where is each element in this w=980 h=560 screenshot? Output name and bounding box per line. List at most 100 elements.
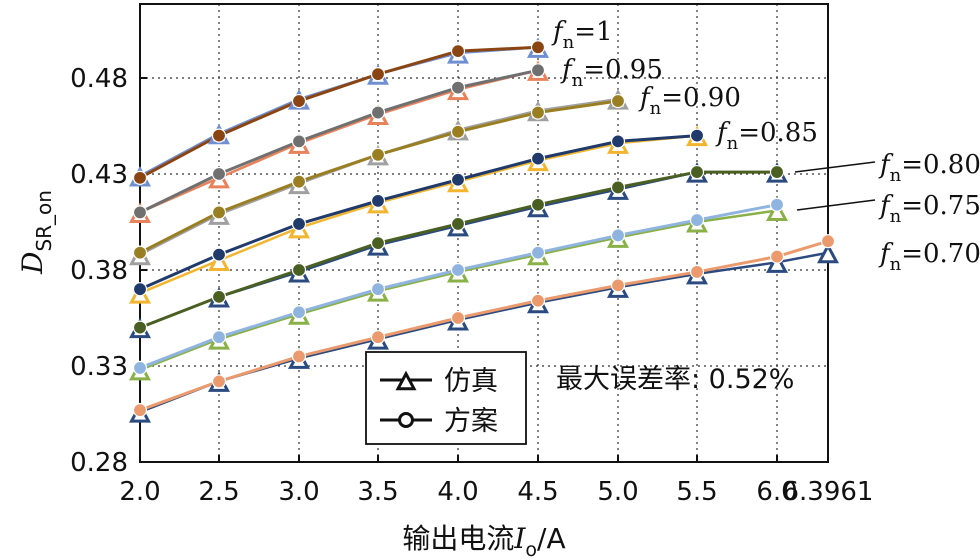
scheme-point	[450, 80, 466, 95]
sim-line	[139, 46, 539, 178]
scheme-line	[139, 134, 698, 291]
plot-frame	[139, 3, 829, 463]
scheme-point	[610, 93, 626, 109]
x-tick-label: 3.0	[278, 477, 319, 507]
scheme-point	[450, 124, 466, 139]
scheme-point	[370, 193, 386, 208]
legend-label: 仿真	[444, 366, 498, 397]
series-label-fn=0.80: fn=0.80	[878, 150, 980, 186]
scheme-point	[530, 40, 546, 55]
scheme-point	[530, 293, 546, 308]
series-fn=0.85	[128, 125, 709, 304]
label-leader-line	[794, 161, 876, 173]
max-error-annotation: 最大误差率: 0.52%	[556, 364, 794, 395]
scheme-point	[132, 320, 148, 335]
scheme-point	[211, 166, 227, 182]
x-tick-label: 5.0	[597, 477, 638, 507]
series-label-fn=0.90: fn=0.90	[638, 83, 741, 119]
scheme-point	[689, 164, 705, 180]
scheme-line	[139, 239, 829, 412]
scheme-point	[132, 403, 148, 418]
scheme-point	[370, 147, 386, 162]
scheme-point	[211, 289, 227, 304]
scheme-point	[450, 44, 466, 59]
legend-box	[365, 351, 527, 445]
scheme-point	[450, 262, 466, 278]
scheme-point	[450, 172, 466, 187]
x-tick-label: 4.0	[437, 477, 478, 507]
scheme-point	[530, 245, 546, 260]
x-axis-title: 输出电流Io/A	[402, 522, 565, 560]
y-tick-label: 0.48	[70, 64, 128, 94]
series-fn=0.75	[128, 197, 789, 381]
y-tick-label: 0.38	[70, 256, 128, 286]
scheme-point	[689, 212, 705, 228]
scheme-point	[211, 247, 227, 262]
scheme-point	[610, 228, 626, 243]
series-label-fn=0.75: fn=0.75	[878, 191, 980, 227]
scheme-point	[769, 197, 785, 212]
scheme-line	[139, 45, 539, 180]
sim-line	[139, 69, 539, 214]
y-axis-title: DSR_on	[16, 190, 56, 275]
scheme-point	[291, 262, 307, 278]
scheme-line	[139, 68, 539, 214]
series-fn=0.70	[128, 234, 840, 423]
series-label-fn=0.85: fn=0.85	[715, 118, 818, 154]
scheme-point	[370, 105, 386, 120]
scheme-point	[211, 128, 227, 143]
scheme-point	[132, 205, 148, 220]
series-fn=0.95	[128, 60, 550, 223]
scheme-point	[291, 216, 307, 232]
x-tick-label: 3.5	[357, 477, 398, 507]
x-tick-label: 6.3961	[783, 477, 874, 507]
x-tick-label: 2.0	[119, 477, 160, 507]
scheme-point	[132, 170, 148, 185]
scheme-point	[370, 67, 386, 82]
scheme-point	[291, 349, 307, 364]
scheme-point	[530, 63, 546, 78]
y-tick-label: 0.43	[70, 160, 128, 190]
scheme-point	[370, 236, 386, 251]
series-label-fn=0.70: fn=0.70	[878, 239, 980, 275]
scheme-point	[450, 216, 466, 232]
scheme-point	[291, 174, 307, 189]
axes: 2.0 2.5 3.0 3.5 4.0 4.5 5.0 5.5 6.06.3961 0.28 0.3…	[16, 3, 874, 560]
y-tick-label: 0.33	[70, 352, 128, 382]
scheme-point	[132, 282, 148, 297]
x-tick-label: 5.5	[676, 477, 717, 507]
scheme-point	[530, 151, 546, 166]
scheme-point	[211, 205, 227, 220]
scheme-point	[211, 374, 227, 389]
series-label-fn=1: fn=1	[551, 17, 613, 53]
series-group	[128, 37, 840, 423]
scheme-point	[689, 264, 705, 280]
sim-line	[139, 134, 698, 295]
series-fn=0.80	[128, 162, 789, 339]
x-tick-label: 6.0	[756, 477, 797, 507]
y-tick-label: 0.28	[70, 448, 128, 478]
scheme-point	[530, 197, 546, 212]
x-tick-label: 4.5	[517, 477, 558, 507]
scheme-point	[450, 310, 466, 326]
scheme-point	[291, 134, 307, 149]
legend-label: 方案	[444, 406, 498, 437]
series-fn=1	[128, 37, 550, 187]
scheme-point	[610, 180, 626, 195]
sim-point	[816, 242, 840, 264]
scheme-point	[610, 134, 626, 149]
scheme-point	[820, 234, 836, 249]
scheme-point	[291, 305, 307, 320]
scheme-point	[610, 278, 626, 293]
series-label-fn=0.95: fn=0.95	[560, 55, 663, 91]
series-fn=0.90	[128, 89, 630, 266]
scheme-point	[370, 282, 386, 297]
x-tick-label: 2.5	[198, 477, 239, 507]
label-leader-line	[796, 199, 876, 211]
scheme-point	[370, 330, 386, 345]
scheme-point	[769, 249, 785, 264]
scheme-point	[530, 105, 546, 120]
